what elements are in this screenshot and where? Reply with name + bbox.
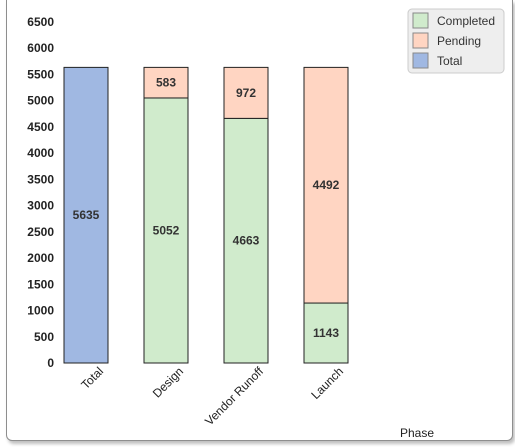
x-axis: Total Design Vendor Runoff Launch bbox=[78, 364, 346, 428]
data-label: 972 bbox=[236, 86, 256, 100]
legend-swatch bbox=[412, 52, 429, 69]
x-axis-title: Phase bbox=[400, 426, 434, 440]
y-tick-label: 0 bbox=[47, 356, 54, 370]
legend: Completed Pending Total bbox=[407, 8, 505, 74]
y-tick-label: 500 bbox=[34, 330, 54, 344]
legend-label: Pending bbox=[437, 34, 481, 48]
y-tick-label: 4000 bbox=[27, 146, 54, 160]
y-tick-label: 4500 bbox=[27, 120, 54, 134]
y-tick-label: 6000 bbox=[27, 41, 54, 55]
x-tick-label: Vendor Runoff bbox=[202, 364, 266, 428]
y-tick-label: 2500 bbox=[27, 225, 54, 239]
bar-completed-design bbox=[143, 97, 189, 364]
data-label: 4663 bbox=[233, 234, 260, 248]
y-tick-label: 3000 bbox=[27, 199, 54, 213]
data-label: 583 bbox=[156, 76, 176, 90]
bar-completed-vendor-runoff bbox=[223, 117, 269, 364]
legend-label: Completed bbox=[437, 14, 495, 28]
y-tick-label: 2000 bbox=[27, 251, 54, 265]
x-tick-label: Design bbox=[150, 364, 186, 400]
bar-pending-design bbox=[143, 66, 189, 99]
data-label: 5635 bbox=[73, 208, 100, 222]
data-label: 5052 bbox=[153, 223, 180, 237]
data-label: 4492 bbox=[313, 178, 340, 192]
y-tick-label: 1500 bbox=[27, 277, 54, 291]
x-tick-label: Launch bbox=[308, 364, 346, 402]
legend-label: Total bbox=[437, 54, 462, 68]
bars: 5635 5052 583 4663 972 1143 4492 bbox=[63, 66, 349, 364]
y-tick-label: 3500 bbox=[27, 172, 54, 186]
y-tick-label: 5500 bbox=[27, 67, 54, 81]
legend-box bbox=[407, 8, 505, 74]
y-tick-label: 6500 bbox=[27, 15, 54, 29]
legend-swatch bbox=[412, 32, 429, 49]
data-label: 1143 bbox=[313, 326, 339, 340]
bar-total-total bbox=[63, 66, 109, 364]
x-tick-label: Total bbox=[78, 364, 106, 392]
bar-pending-launch bbox=[303, 66, 349, 304]
bar-completed-launch bbox=[303, 302, 349, 364]
y-tick-label: 5000 bbox=[27, 94, 54, 108]
bar-pending-vendor-runoff bbox=[223, 66, 269, 119]
legend-swatch bbox=[412, 12, 429, 29]
y-axis: 0 500 1000 1500 2000 2500 3000 3500 4000 4500 5000… bbox=[27, 15, 54, 370]
y-tick-label: 1000 bbox=[27, 304, 54, 318]
